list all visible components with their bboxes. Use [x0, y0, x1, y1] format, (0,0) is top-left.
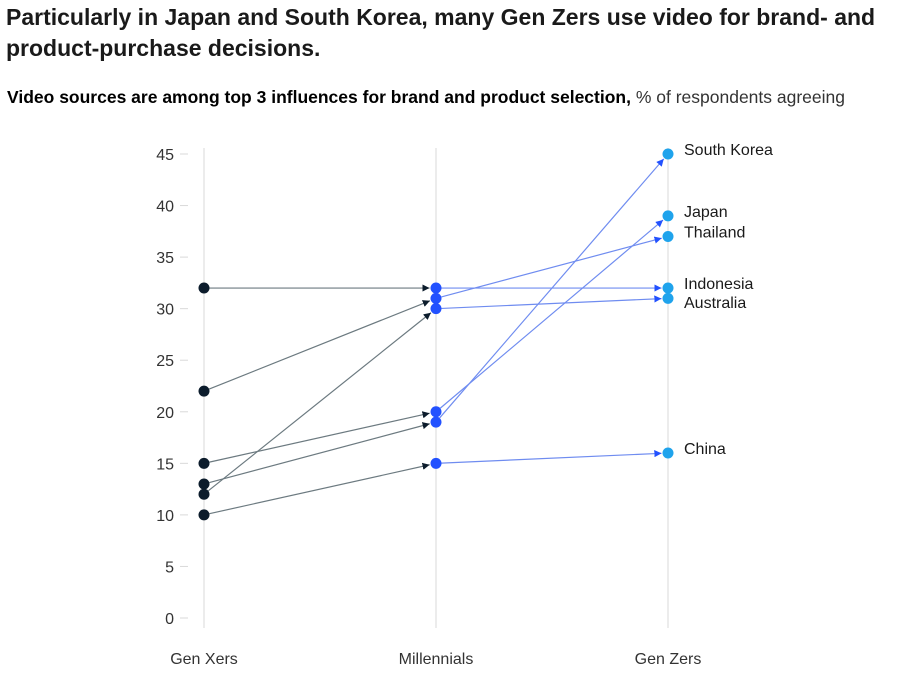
point-china-gen-xers	[198, 509, 210, 521]
point-indonesia-millennials	[430, 282, 442, 294]
series-line-china-2	[441, 450, 662, 464]
subtitle-unit: % of respondents agreeing	[630, 87, 846, 107]
series-labels: South Korea Japan Thailand Indonesia Austral…	[684, 142, 773, 458]
y-tick-label: 35	[156, 250, 174, 267]
y-tick-label: 5	[165, 559, 174, 576]
chart-title: Particularly in Japan and South Korea, m…	[6, 4, 876, 61]
series-line-australia-2	[441, 295, 662, 310]
series-lines	[207, 158, 665, 515]
point-south-korea-gen-zers	[662, 148, 674, 160]
series-label-thailand: Thailand	[684, 224, 745, 241]
x-tick-label: Gen Zers	[635, 651, 702, 668]
y-tick-label: 40	[156, 199, 174, 216]
x-tick-label: Millennials	[399, 651, 474, 668]
point-japan-millennials	[430, 406, 442, 418]
point-thailand-gen-xers	[198, 385, 210, 397]
y-axis-ticks: 0 5 10 15 20 25 30 35 40 45	[156, 147, 188, 628]
chart-subtitle: Video sources are among top 3 influences…	[7, 86, 897, 108]
y-tick-label: 10	[156, 508, 174, 525]
y-tick-label: 45	[156, 147, 174, 164]
series-label-china: China	[684, 441, 726, 458]
gridlines	[203, 148, 669, 628]
x-axis-labels: Gen Xers Millennials Gen Zers	[170, 651, 701, 668]
series-line-thailand-2	[441, 236, 662, 298]
series-line-south-korea-1	[209, 422, 430, 484]
series-label-australia: Australia	[684, 295, 746, 312]
point-australia-gen-xers	[198, 488, 210, 500]
series-line-thailand-1	[208, 300, 431, 390]
subtitle-bold: Video sources are among top 3 influences…	[7, 87, 631, 107]
series-line-australia-1	[207, 312, 432, 492]
series-label-japan: Japan	[684, 204, 728, 221]
y-tick-label: 25	[156, 353, 174, 370]
point-indonesia-gen-xers	[198, 282, 210, 294]
y-tick-label: 20	[156, 405, 174, 422]
series-line-china-1	[209, 462, 430, 515]
point-south-korea-gen-xers	[198, 478, 210, 490]
point-indonesia-gen-zers	[662, 282, 674, 294]
series-label-south-korea: South Korea	[684, 142, 773, 159]
y-tick-label: 0	[165, 611, 174, 628]
point-south-korea-millennials	[430, 416, 442, 428]
point-australia-millennials	[430, 303, 442, 315]
series-line-japan-1	[209, 411, 430, 463]
y-tick-label: 15	[156, 456, 174, 473]
point-thailand-millennials	[430, 292, 442, 304]
point-japan-gen-xers	[198, 457, 210, 469]
series-line-japan-2	[439, 219, 664, 409]
y-tick-label: 30	[156, 302, 174, 319]
point-china-gen-zers	[662, 447, 674, 459]
series-label-indonesia: Indonesia	[684, 276, 753, 293]
point-japan-gen-zers	[662, 210, 674, 222]
x-tick-label: Gen Xers	[170, 651, 238, 668]
point-thailand-gen-zers	[662, 230, 674, 242]
series-points	[198, 148, 674, 521]
point-australia-gen-zers	[662, 292, 674, 304]
point-china-millennials	[430, 457, 442, 469]
